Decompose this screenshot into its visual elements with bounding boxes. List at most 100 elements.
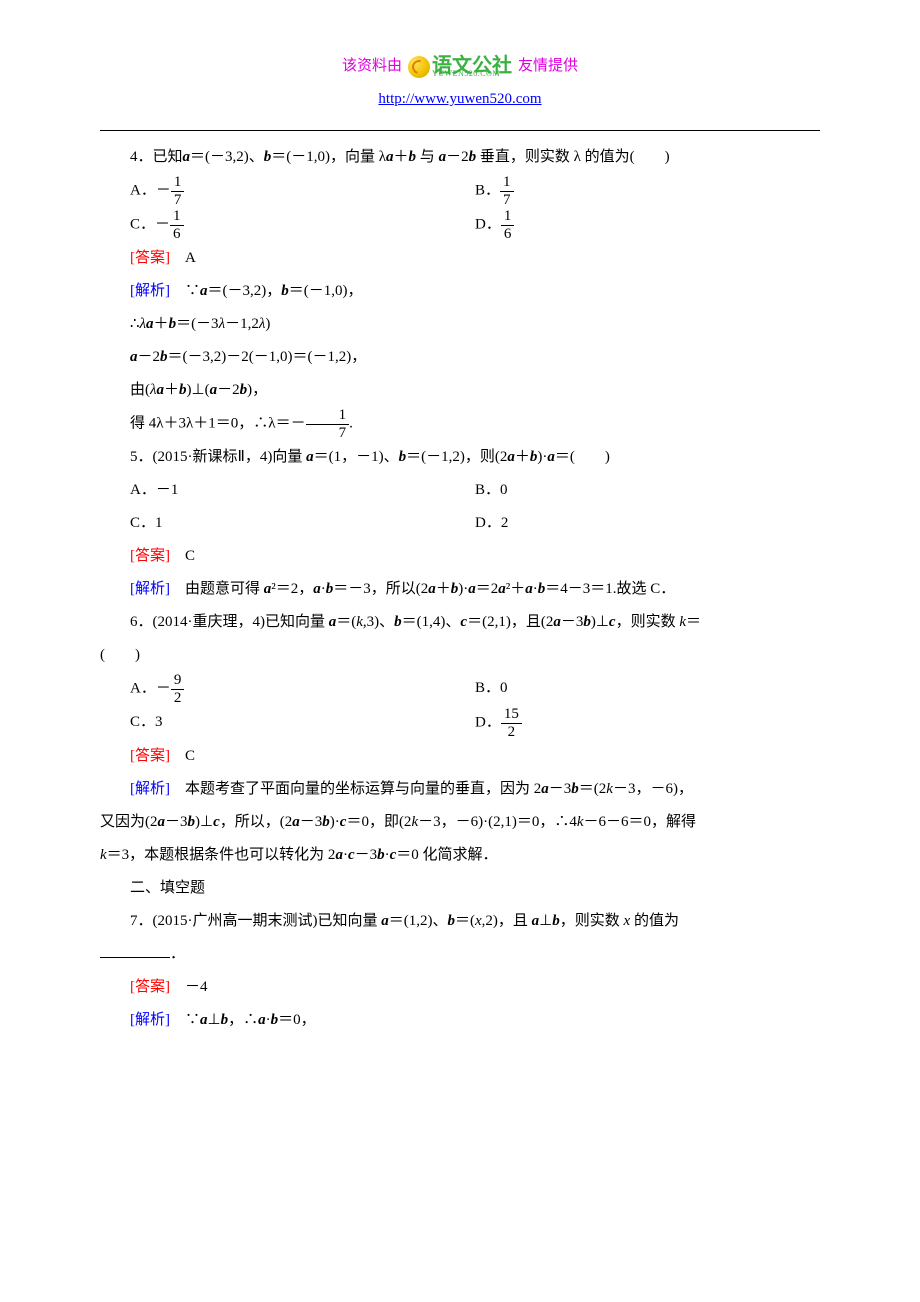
q6-ana3: k＝3，本题根据条件也可以转化为 2a·c－3b·c＝0 化简求解． [100, 839, 820, 872]
section2-title: 二、填空题 [100, 872, 820, 905]
q6-optD-frac: 152 [501, 706, 522, 740]
q4-t2: ＝(－1,0)，向量 λ [271, 149, 386, 165]
q6-optA: A．－92 [130, 672, 475, 706]
q5-optA: A．－1 [130, 474, 475, 507]
q4-optB-num: 1 [500, 174, 514, 192]
q4-optA: A．－17 [130, 174, 475, 208]
q4-ana2: ∴λa＋b＝(－3λ－1,2λ) [100, 308, 820, 341]
brand-block: 语文公社 YUWEN520.COM [408, 56, 512, 78]
q4-optD-frac: 16 [501, 208, 515, 242]
header-line-1: 该资料由 语文公社 YUWEN520.COM 友情提供 [342, 50, 578, 83]
q4-optC-num: 1 [170, 208, 184, 226]
q5-ana: [解析] 由题意可得 a²＝2，a·b＝－3，所以(2a＋b)·a＝2a²＋a·… [100, 573, 820, 606]
q4-optD-label: D． [475, 216, 501, 232]
q6-optB: B．0 [475, 672, 820, 706]
q5-optB: B．0 [475, 474, 820, 507]
q4-t5: －2 [446, 149, 469, 165]
q4-ana5-num: 1 [306, 407, 350, 425]
brand-stack: 语文公社 YUWEN520.COM [432, 56, 512, 78]
q5-answer-row: [答案] C [100, 540, 820, 573]
header-url-link[interactable]: http://www.yuwen520.com [378, 91, 541, 107]
analysis-label: [解析] [130, 781, 170, 797]
q4-optC-den: 6 [170, 226, 184, 243]
q7-answer-row: [答案] －4 [100, 971, 820, 1004]
q4-optB-den: 7 [500, 192, 514, 209]
q4-ana3: a－2b＝(－3,2)－2(－1,0)＝(－1,2)， [100, 341, 820, 374]
page-container: 该资料由 语文公社 YUWEN520.COM 友情提供 http://www.y… [0, 0, 920, 1302]
q6-ana2: 又因为(2a－3b)⊥c，所以，(2a－3b)·c＝0，即(2k－3，－6)·(… [100, 806, 820, 839]
fill-blank [100, 942, 170, 958]
q6-optD-num: 15 [501, 706, 522, 724]
q4-t4: 与 [416, 149, 439, 165]
vec-a3: a [439, 149, 447, 165]
q4-options-row1: A．－17 B．17 [100, 174, 820, 208]
q4-stem: 4．已知a＝(－3,2)、b＝(－1,0)，向量 λa＋b 与 a－2b 垂直，… [100, 141, 820, 174]
q4-optC: C．－16 [130, 208, 475, 242]
brand-logo-icon [408, 56, 430, 78]
brand-sub: YUWEN520.COM [432, 70, 512, 78]
q6-optA-label: A．－ [130, 680, 171, 696]
q4-answer: A [185, 250, 196, 266]
q4-ana5-end: . [349, 415, 353, 431]
q6-options-row1: A．－92 B．0 [100, 672, 820, 706]
q4-ana4: 由(λa＋b)⊥(a－2b)， [100, 374, 820, 407]
q5-options-row1: A．－1 B．0 [100, 474, 820, 507]
q4-optB-frac: 17 [500, 174, 514, 208]
vec-a2: a [386, 149, 394, 165]
vec-a: a [183, 149, 191, 165]
answer-label: [答案] [130, 250, 170, 266]
q5-answer: C [185, 548, 195, 564]
header-suffix: 友情提供 [518, 50, 578, 83]
header-prefix: 该资料由 [342, 50, 402, 83]
q6-optC: C．3 [130, 706, 475, 740]
vec-b2: b [409, 149, 417, 165]
q6-optA-num: 9 [171, 672, 185, 690]
q7-blank-row: ． [100, 938, 820, 971]
analysis-label: [解析] [130, 1012, 170, 1028]
q4-ana5-frac: 17 [306, 407, 350, 441]
header-url-row: http://www.yuwen520.com [100, 83, 820, 116]
answer-label: [答案] [130, 748, 170, 764]
answer-label: [答案] [130, 979, 170, 995]
q5-stem: 5．(2015·新课标Ⅱ，4)向量 a＝(1，－1)、b＝(－1,2)，则(2a… [100, 441, 820, 474]
q4-optC-frac: 16 [170, 208, 184, 242]
q6-optA-frac: 92 [171, 672, 185, 706]
answer-label: [答案] [130, 548, 170, 564]
q6-options-row2: C．3 D．152 [100, 706, 820, 740]
q4-ana1: [解析] ∵a＝(－3,2)，b＝(－1,0)， [100, 275, 820, 308]
q4-ana5-pre: 得 4λ＋3λ＋1＝0，∴λ＝－ [130, 415, 306, 431]
q6-optD-den: 2 [501, 724, 522, 741]
q4-optA-den: 7 [171, 192, 185, 209]
q6-answer-row: [答案] C [100, 740, 820, 773]
q4-optD-num: 1 [501, 208, 515, 226]
q7-answer: －4 [185, 979, 208, 995]
q7-ana: [解析] ∵a⊥b，∴a·b＝0， [100, 1004, 820, 1037]
q5-optD: D．2 [475, 507, 820, 540]
q4-optA-num: 1 [171, 174, 185, 192]
q4-optA-frac: 17 [171, 174, 185, 208]
q4-ana5-den: 7 [306, 425, 350, 442]
q6-ana1: [解析] 本题考查了平面向量的坐标运算与向量的垂直，因为 2a－3b＝(2k－3… [100, 773, 820, 806]
q4-optA-label: A．－ [130, 182, 171, 198]
page-header: 该资料由 语文公社 YUWEN520.COM 友情提供 http://www.y… [100, 50, 820, 116]
analysis-label: [解析] [130, 581, 170, 597]
q7-stem: 7．(2015·广州高一期末测试)已知向量 a＝(1,2)、b＝(x,2)，且 … [100, 905, 820, 938]
q4-t3: ＋ [394, 149, 409, 165]
q6-stem: 6．(2014·重庆理，4)已知向量 a＝(k,3)、b＝(1,4)、c＝(2,… [100, 606, 820, 639]
analysis-label: [解析] [130, 283, 170, 299]
q6-optD: D．152 [475, 706, 820, 740]
q6-optA-den: 2 [171, 690, 185, 707]
q6-stem-tail: ( ) [100, 639, 820, 672]
q4-answer-row: [答案] A [100, 242, 820, 275]
q5-optC: C．1 [130, 507, 475, 540]
q4-optD-den: 6 [501, 226, 515, 243]
q4-options-row2: C．－16 D．16 [100, 208, 820, 242]
q4-optB-label: B． [475, 182, 500, 198]
q4-optB: B．17 [475, 174, 820, 208]
q4-ana5: 得 4λ＋3λ＋1＝0，∴λ＝－17. [100, 407, 820, 441]
header-divider [100, 130, 820, 131]
q4-stem-prefix: 4．已知 [130, 149, 183, 165]
q4-t1: ＝(－3,2)、 [190, 149, 264, 165]
q5-options-row2: C．1 D．2 [100, 507, 820, 540]
q4-optC-label: C．－ [130, 216, 170, 232]
